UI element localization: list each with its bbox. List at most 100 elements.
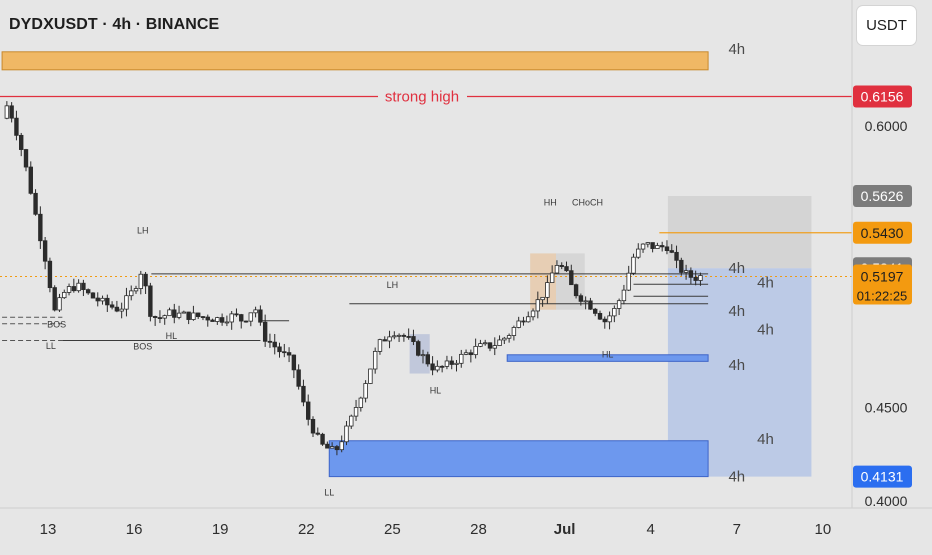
projection-stop-zone (667, 195, 812, 269)
candle-up (698, 275, 703, 281)
time-axis-tick: 22 (298, 521, 315, 538)
candle-up (344, 425, 349, 443)
time-axis-tick: 19 (212, 521, 229, 538)
candle-down (593, 308, 598, 314)
structure-annotation: HL (166, 331, 178, 341)
candle-up (535, 299, 541, 312)
candle-up (420, 354, 426, 357)
time-axis-tick: 16 (126, 521, 143, 538)
candle-down (282, 351, 287, 354)
candle-down (449, 360, 454, 365)
candle-up (224, 321, 230, 324)
candle-down (90, 292, 96, 299)
candle-up (583, 300, 588, 303)
candle-down (315, 432, 320, 435)
timeframe-label: 4h (757, 431, 774, 448)
candle-down (439, 365, 445, 368)
candle-down (468, 352, 474, 356)
candle-up (516, 320, 521, 328)
candle-up (511, 327, 517, 336)
currency-button-label: USDT (866, 17, 907, 34)
candle-up (540, 296, 545, 301)
candle-down (95, 297, 100, 302)
candle-up (545, 282, 550, 298)
candle-down (602, 318, 607, 323)
candle-down (301, 385, 306, 403)
candle-up (683, 270, 689, 273)
candle-down (487, 342, 493, 349)
candle-down (416, 341, 421, 356)
candle-up (530, 310, 536, 318)
candle-down (148, 285, 153, 317)
candle-down (157, 317, 163, 319)
candle-down (234, 313, 239, 316)
candle-up (66, 286, 72, 293)
countdown-text: 01:22:25 (857, 289, 908, 304)
current-price-text: 0.5197 (861, 269, 904, 285)
candle-down (597, 312, 603, 320)
candle-up (363, 383, 368, 399)
current-price-badge (853, 264, 912, 305)
currency-button[interactable]: USDT (857, 6, 916, 45)
candle-down (291, 354, 297, 371)
annotations-layer: strong high LH HL BOS BOS LL LL LH HL HH CHoCH HL 4h… (46, 41, 774, 497)
candle-down (382, 339, 387, 342)
candle-up (473, 345, 478, 356)
candle-down (152, 316, 158, 318)
candle-up (353, 407, 359, 417)
candle-up (497, 339, 502, 346)
timeframe-label: 4h (728, 469, 745, 486)
candle-up (502, 337, 507, 341)
timeframe-label: 4h (728, 357, 745, 374)
candle-down (588, 300, 593, 310)
candle-down (52, 287, 57, 311)
candle-up (358, 397, 364, 408)
blue-demand-zone (506, 354, 709, 362)
time-axis-tick: 25 (384, 521, 401, 538)
structure-annotation: BOS (133, 342, 152, 352)
time-axis-tick: 7 (733, 521, 741, 538)
price-badge (853, 221, 912, 244)
time-axis-tick: 28 (470, 521, 487, 538)
chart-title-text: DYDXUSDT · 4h · BINANCE (9, 16, 220, 33)
candle-down (325, 443, 330, 449)
price-badge (853, 85, 912, 108)
candle-up (229, 313, 234, 323)
timeframe-label: 4h (728, 41, 745, 58)
time-axis-tick: Jul (554, 521, 576, 538)
candle-up (368, 368, 373, 384)
candle-down (334, 446, 340, 451)
candle-down (71, 286, 77, 292)
candle-up (57, 297, 62, 311)
candle-down (85, 289, 91, 294)
candle-up (372, 350, 378, 370)
timeframe-label: 4h (757, 321, 774, 338)
price-badge (853, 184, 912, 207)
candle-up (248, 312, 254, 322)
candle-down (172, 309, 177, 318)
candle-down (296, 369, 301, 387)
candle-down (320, 433, 325, 445)
candle-up (387, 336, 392, 342)
candle-down (401, 334, 407, 337)
structure-annotation: LL (324, 488, 334, 498)
candle-up (138, 273, 143, 289)
candle-down (9, 105, 14, 119)
candle-down (578, 295, 584, 302)
candle-down (19, 134, 24, 150)
candle-down (306, 401, 311, 420)
timeframe-label: 4h (757, 275, 774, 292)
structure-annotation: HL (430, 385, 442, 395)
candle-up (4, 105, 10, 119)
candle-up (253, 309, 258, 314)
candle-up (492, 345, 497, 349)
candle-up (645, 242, 651, 245)
candle-down (425, 354, 430, 365)
candle-down (210, 319, 215, 322)
candle-up (167, 309, 172, 317)
candle-up (612, 308, 617, 317)
price-axis-tick: 0.4000 (865, 493, 908, 509)
candle-down (243, 320, 249, 323)
